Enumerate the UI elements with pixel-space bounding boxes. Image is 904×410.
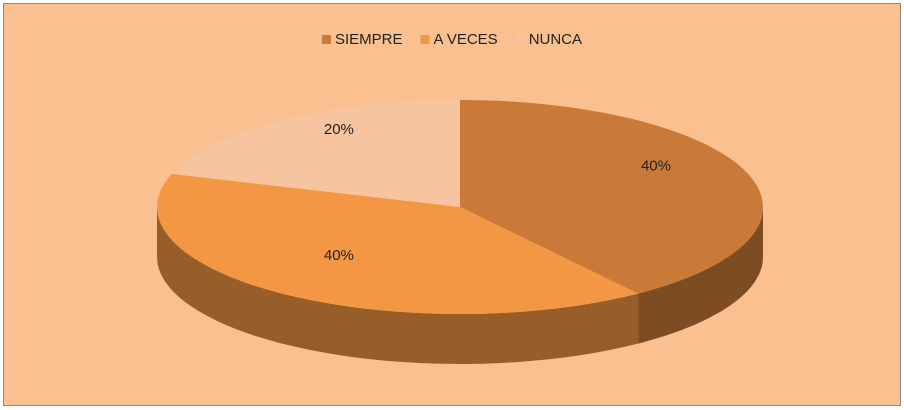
- data-label: 20%: [324, 121, 354, 138]
- legend: SIEMPRE A VECES NUNCA: [321, 31, 582, 48]
- data-label: 40%: [324, 247, 354, 264]
- legend-swatch: [515, 35, 525, 44]
- legend-swatch: [321, 35, 331, 44]
- legend-label: SIEMPRE: [335, 31, 403, 48]
- data-labels: 40% 40% 20%: [324, 121, 671, 264]
- data-label: 40%: [641, 157, 671, 174]
- legend-label: A VECES: [433, 31, 497, 48]
- slice: [460, 100, 763, 294]
- legend-swatch: [420, 35, 430, 44]
- slice-side: [638, 207, 763, 344]
- pie-sides: [157, 207, 763, 364]
- slice: [157, 173, 639, 314]
- slice: [171, 100, 461, 207]
- legend-label: NUNCA: [529, 31, 582, 48]
- pie-tops: [157, 100, 763, 314]
- slice-side: [157, 207, 639, 364]
